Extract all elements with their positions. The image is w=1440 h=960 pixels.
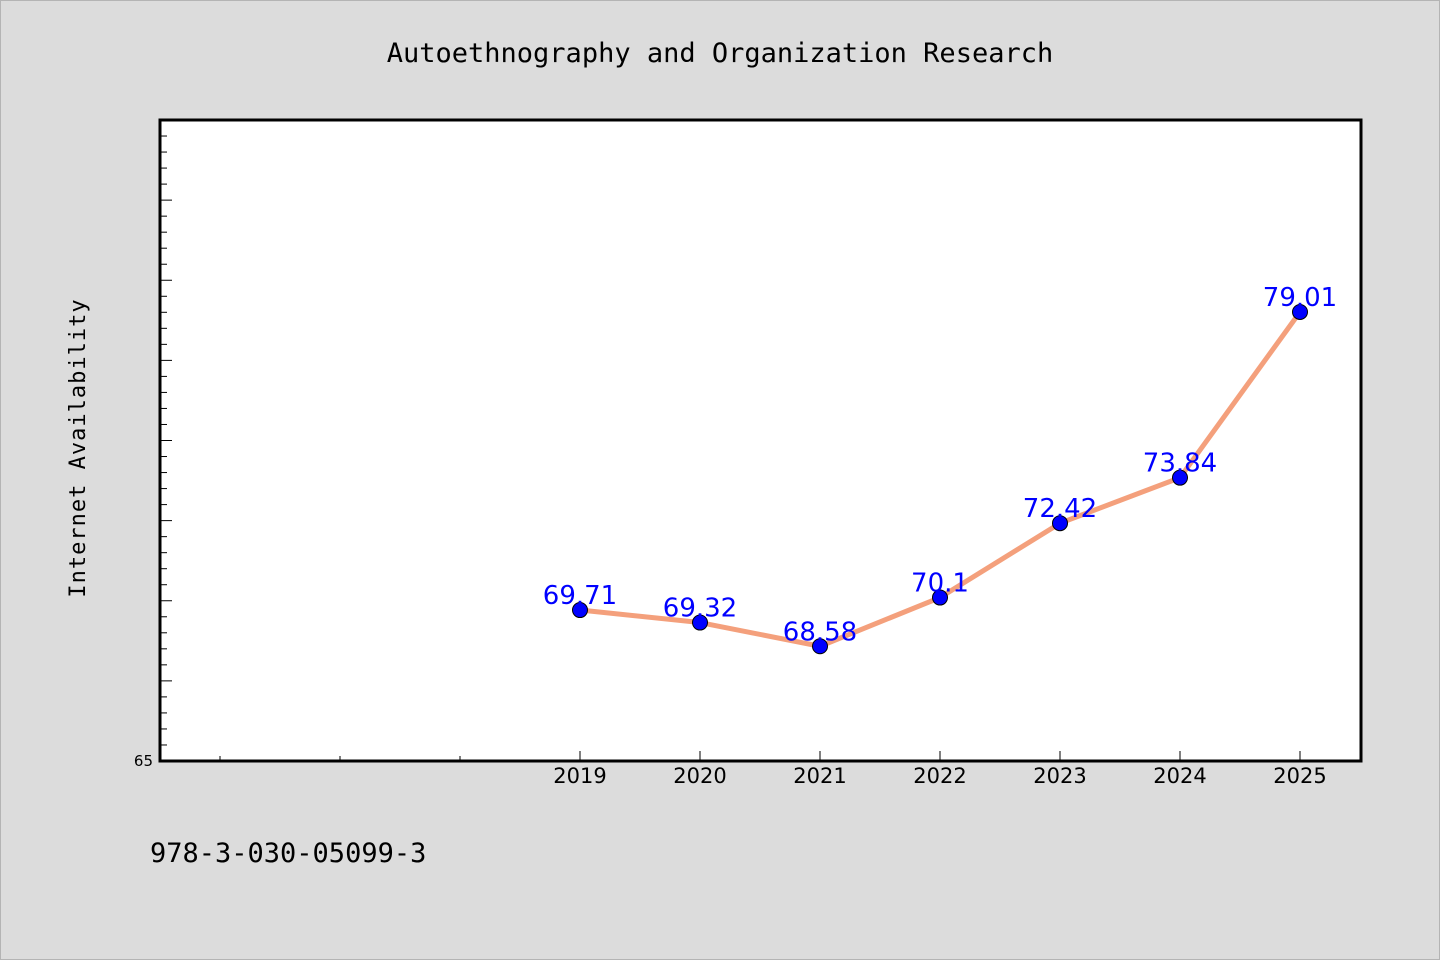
x-tick-label: 2025 <box>1273 764 1326 788</box>
data-point <box>812 638 828 655</box>
x-tick-label: 2020 <box>673 764 726 788</box>
data-label: 69.32 <box>663 594 737 624</box>
data-point <box>1052 515 1068 532</box>
chart-title: Autoethnography and Organization Researc… <box>387 38 1053 69</box>
data-labels: 69.71 69.32 68.58 70.1 72.42 73.84 79.01 <box>543 283 1337 647</box>
x-tick-label: 2021 <box>793 764 846 788</box>
y-axis-label: Internet Availability <box>66 298 91 597</box>
data-label: 73.84 <box>1143 449 1217 479</box>
data-markers <box>572 303 1308 655</box>
data-label: 72.42 <box>1023 494 1097 524</box>
data-point <box>572 602 588 619</box>
x-tick-label: 2022 <box>913 764 966 788</box>
y-axis-min-label: 65 <box>134 752 153 770</box>
x-axis-ticks: 2019 2020 2021 2022 2023 2024 2025 <box>553 751 1327 788</box>
footer-isbn: 978-3-030-05099-3 <box>150 838 426 869</box>
plot-border <box>158 118 1363 763</box>
x-tick-label: 2024 <box>1153 764 1206 788</box>
data-point <box>1172 469 1188 486</box>
x-tick-label: 2023 <box>1033 764 1086 788</box>
data-point <box>932 589 948 606</box>
data-label: 70.1 <box>911 569 969 599</box>
plot-area <box>160 120 1361 761</box>
data-point <box>1292 303 1308 320</box>
data-label: 69.71 <box>543 581 617 611</box>
data-point <box>692 614 708 631</box>
x-tick-label: 2019 <box>553 764 606 788</box>
data-label: 79.01 <box>1263 283 1337 313</box>
data-label: 68.58 <box>783 617 857 647</box>
